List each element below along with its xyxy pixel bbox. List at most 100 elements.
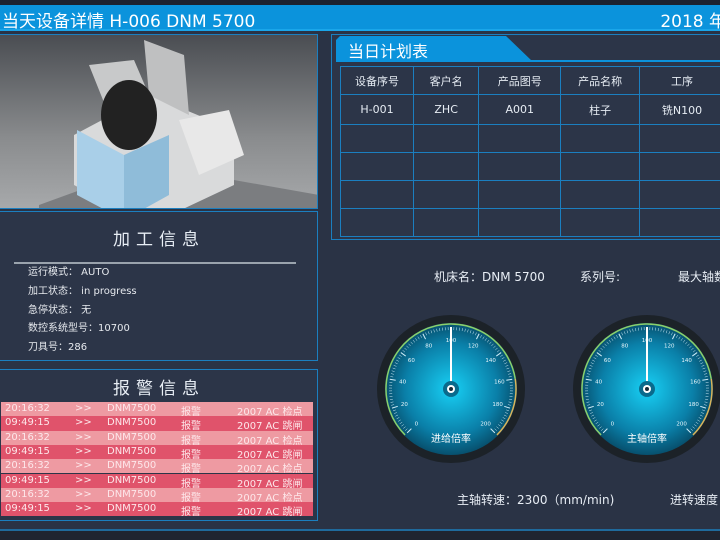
alarm-row[interactable]: 09:49:15 >> DNM7500 报警 2007 AC 跳闸 xyxy=(1,444,313,461)
gauge-tick-label: 60 xyxy=(408,358,415,364)
gauge-tick-label: 40 xyxy=(595,379,602,385)
col-header: 工序 xyxy=(638,66,720,95)
gauge-tick xyxy=(493,345,496,349)
alarm-machine: DNM7500 xyxy=(107,417,157,429)
gauge-tick xyxy=(501,419,504,422)
gauge-tick xyxy=(390,373,394,375)
alarm-row[interactable]: 20:16:32 >> DNM7500 报警 2007 AC 检点 xyxy=(1,402,313,418)
gauge-tick xyxy=(587,405,594,409)
gauge-tick xyxy=(469,330,472,334)
alarm-time: 20:16:32 xyxy=(5,460,50,472)
alarm-sep: >> xyxy=(75,431,92,443)
alarm-row[interactable]: 20:16:32 >> DNM7500 报警 2007 AC 检点 xyxy=(1,459,313,475)
alarm-machine: DNM7500 xyxy=(107,403,157,414)
gauge-tick xyxy=(671,332,673,336)
alarm-machine: DNM7500 xyxy=(107,445,157,457)
gauge-tick xyxy=(399,421,403,425)
alarm-machine: DNM7500 xyxy=(107,488,157,500)
gauge-tick xyxy=(491,343,494,347)
gauge-tick xyxy=(439,328,441,332)
gauge-tick xyxy=(399,354,402,357)
gauge-arc xyxy=(496,378,517,436)
table-row[interactable]: H-001 ZHC A001 柱子 铣N100 xyxy=(339,94,720,125)
table-row[interactable] xyxy=(339,208,720,237)
gauge-tick-label: 80 xyxy=(425,343,432,349)
gauge-tick xyxy=(701,365,705,367)
gauge-tick-label: 140 xyxy=(681,358,692,364)
gauge-tick-label: 20 xyxy=(597,402,604,408)
gauge-tick xyxy=(596,352,602,357)
table-cell xyxy=(560,208,640,237)
table-row[interactable] xyxy=(339,124,720,153)
alarm-row[interactable]: 09:49:15 >> DNM7500 报警 2007 AC 跳闸 xyxy=(1,502,313,518)
gauge-tick-label: 140 xyxy=(485,358,496,364)
alarm-row[interactable]: 20:16:32 >> DNM7500 报警 2007 AC 检点 xyxy=(1,430,313,447)
gauge-tick xyxy=(691,347,694,351)
gauge-tick xyxy=(400,352,406,357)
gauge-tick xyxy=(697,357,701,360)
gauge-tick xyxy=(692,352,698,357)
gauge-tick xyxy=(396,417,400,420)
gauge-tick xyxy=(692,426,695,429)
alarm-sep: >> xyxy=(75,488,92,500)
table-cell xyxy=(638,124,720,153)
table-cell: 铣N100 xyxy=(638,94,720,125)
table-cell xyxy=(560,152,640,181)
alarm-time: 09:49:15 xyxy=(5,445,50,457)
gauge-tick xyxy=(702,367,706,370)
gauge-tick xyxy=(425,332,427,336)
alarm-row[interactable]: 09:49:15 >> DNM7500 报警 2007 AC 跳闸 xyxy=(1,473,313,490)
gauge-tick xyxy=(602,345,605,349)
gauge-tick xyxy=(417,336,420,340)
alarm-msg: 2007 AC 跳闸 xyxy=(237,449,303,461)
gauge-tick xyxy=(436,328,438,332)
gauge-arc xyxy=(692,378,713,436)
gauge-tick-label: 20 xyxy=(401,402,408,408)
header-date: 2018 年 xyxy=(660,12,720,32)
gauge-tick xyxy=(475,333,480,340)
alarm-row[interactable]: 20:16:32 >> DNM7500 报警 2007 AC 检点 xyxy=(1,487,313,504)
gauge-tick xyxy=(404,347,407,351)
table-row[interactable] xyxy=(339,180,720,209)
col-header: 产品图号 xyxy=(478,66,562,95)
gauge-tick-label: 180 xyxy=(492,402,503,408)
gauge-tick xyxy=(503,414,507,417)
alarm-row[interactable]: 09:49:15 >> DNM7500 报警 2007 AC 跳闸 xyxy=(1,416,313,432)
gauge-tick xyxy=(588,367,592,370)
gauge-tick xyxy=(606,341,609,345)
gauge-tick xyxy=(692,350,696,353)
table-cell xyxy=(339,152,415,181)
gauge-tick xyxy=(482,336,485,340)
alarm-msg: 2007 AC 跳闸 xyxy=(237,478,303,490)
gauge-tick xyxy=(461,328,463,332)
col-header: 设备序号 xyxy=(339,66,415,95)
gauge-tick-label: 0 xyxy=(611,422,615,428)
gauge-tick xyxy=(408,343,411,347)
gauge-tick xyxy=(694,424,697,427)
gauge-arc xyxy=(385,323,516,436)
gauge-tick xyxy=(504,362,508,365)
gauge-tick-label: 60 xyxy=(604,358,611,364)
gauge-tick xyxy=(509,398,513,400)
gauge-tick xyxy=(586,401,590,403)
gauge-tick xyxy=(406,345,409,349)
gauge-tick xyxy=(635,328,637,332)
gauge-tick-label: 120 xyxy=(664,343,675,349)
gauge-tick xyxy=(695,421,699,425)
table-cell xyxy=(560,124,640,153)
table-cell: ZHC xyxy=(413,94,480,125)
tab-underline xyxy=(336,60,720,62)
gauge-tick xyxy=(402,350,406,353)
table-row[interactable] xyxy=(339,152,720,181)
table-cell xyxy=(413,208,480,237)
feed-speed: 进转速度 xyxy=(670,493,719,507)
gauge-tick xyxy=(506,378,513,381)
bottom-strip xyxy=(0,529,720,540)
gauge-tick xyxy=(390,376,394,378)
table-cell xyxy=(478,208,562,237)
gauge-tick xyxy=(464,328,466,332)
alarm-time: 20:16:32 xyxy=(5,431,50,443)
gauge-tick-label: 160 xyxy=(494,379,505,385)
gauge-tick xyxy=(427,331,430,335)
tab-daily-plan[interactable]: 当日计划表 xyxy=(336,36,532,61)
